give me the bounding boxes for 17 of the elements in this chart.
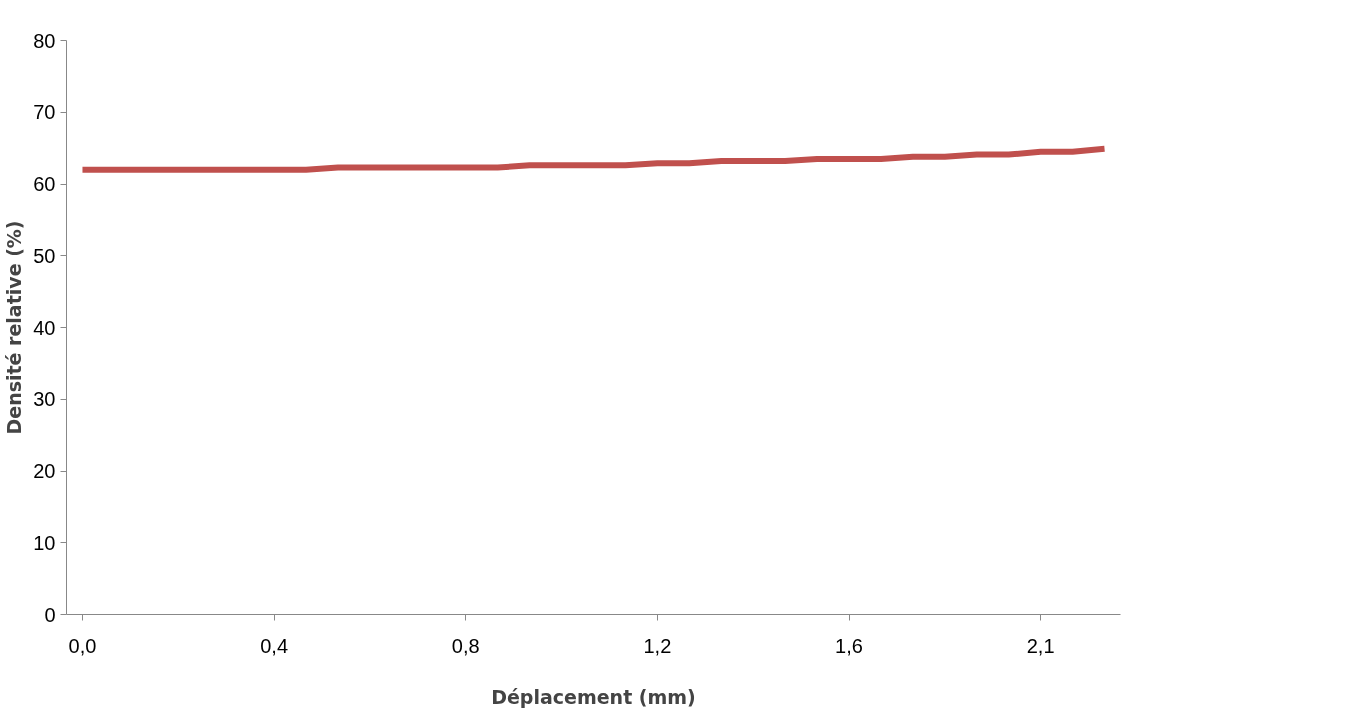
x-tick-label: 2,1 (1026, 634, 1055, 657)
x-tick-label: 1,2 (643, 634, 672, 657)
y-tick-label: 50 (33, 244, 56, 267)
x-tick-label: 0,8 (451, 634, 480, 657)
y-tick-label: 70 (33, 101, 56, 124)
y-axis-title: Densité relative (%) (3, 220, 26, 435)
x-axis-title: Déplacement (mm) (491, 685, 696, 708)
y-tick-label: 60 (33, 173, 56, 195)
y-tick-label: 10 (33, 531, 56, 554)
y-tick-label: 80 (33, 29, 56, 52)
y-tick-label: 30 (33, 388, 56, 411)
y-tick-label: 0 (44, 603, 56, 626)
x-tick-label: 1,6 (835, 634, 863, 657)
x-tick-label: 0,0 (68, 634, 97, 657)
y-tick-label: 40 (33, 316, 56, 339)
y-tick-label: 20 (33, 460, 56, 482)
x-tick-label: 0,4 (260, 634, 289, 657)
